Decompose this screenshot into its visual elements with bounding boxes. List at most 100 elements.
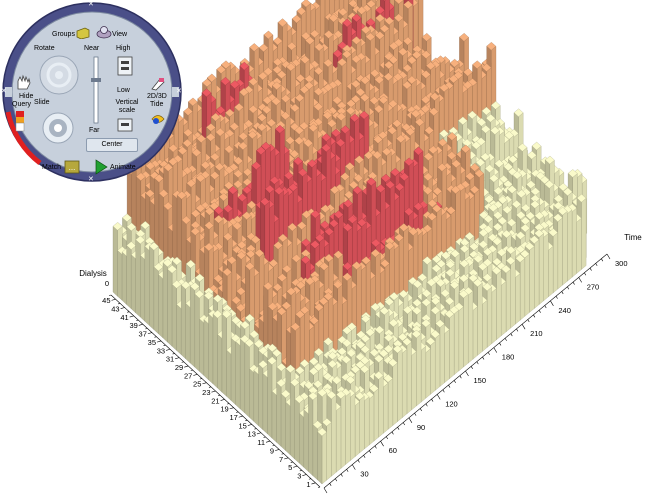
bar-side-face (121, 251, 127, 305)
bar-top-face (361, 25, 371, 35)
bar-top-face (383, 0, 387, 2)
bar-top-face (272, 36, 283, 46)
bar-side-face (144, 245, 150, 326)
bar-side-face (244, 342, 250, 418)
bar-top-face (239, 87, 249, 97)
bar-top-face (215, 127, 226, 137)
bar-top-face (271, 81, 282, 90)
bar-top-face (286, 41, 297, 51)
bar-top-face (135, 172, 146, 181)
bar-top-face (216, 65, 227, 74)
bar-top-face (153, 262, 164, 272)
bar-side-face (217, 333, 223, 393)
bar-top-face (168, 143, 179, 153)
bar-side-face (199, 318, 205, 376)
bar-top-face (262, 96, 273, 105)
bar-top-face (196, 134, 207, 143)
bar-top-face (356, 6, 367, 15)
bar-top-face (154, 174, 164, 183)
bar-top-face (258, 43, 269, 52)
bar-top-face (301, 0, 312, 8)
bar-side-face (190, 285, 195, 368)
bar-top-face (248, 77, 259, 86)
bar-top-face (191, 148, 202, 157)
bar-side-face (176, 304, 182, 355)
bar-top-face (272, 65, 283, 75)
bar-top-face (221, 60, 231, 69)
bar-top-face (314, 42, 325, 52)
bar-top-face (365, 18, 376, 27)
bar-top-face (263, 30, 274, 40)
bar-top-face (144, 236, 155, 246)
bar-side-face (230, 337, 236, 406)
bar-top-face (135, 235, 146, 245)
bar-side-face (153, 266, 159, 335)
bar-top-face (201, 88, 212, 97)
bar-top-face (202, 78, 212, 88)
bar-side-face (126, 245, 132, 310)
bar-side-face (194, 293, 200, 372)
bar-side-face (221, 313, 227, 397)
bar-top-face (296, 6, 307, 16)
bar-top-face (351, 36, 362, 45)
bar-top-face (112, 222, 123, 231)
bar-top-face (366, 0, 376, 9)
bar-top-face (323, 30, 334, 39)
bar-top-face (257, 113, 267, 122)
bar-top-face (163, 163, 174, 172)
bar-top-face (188, 97, 198, 107)
bar-top-face (149, 242, 159, 251)
bar-side-face (135, 239, 141, 318)
bar-top-face (163, 201, 174, 211)
bar-top-face (126, 222, 137, 232)
bar-top-face (304, 74, 315, 84)
bar-side-face (185, 302, 191, 364)
bar-top-face (291, 14, 302, 24)
bar-top-face (224, 108, 235, 118)
bar-top-face (206, 123, 216, 132)
bar-top-face (257, 71, 268, 81)
bar-top-face (182, 138, 193, 148)
bar-top-face (271, 97, 282, 106)
bar-side-face (171, 283, 177, 351)
bar-top-face (158, 189, 169, 198)
bar-top-face (313, 66, 324, 76)
bar-top-face (229, 122, 240, 131)
bar-top-face (295, 74, 306, 83)
bar-top-face (323, 58, 334, 68)
bar-top-face (238, 131, 249, 141)
bar-top-face (183, 107, 194, 116)
bar-top-face (342, 18, 353, 28)
bar-top-face (338, 7, 348, 17)
bar-side-face (167, 268, 173, 347)
bar-top-face (249, 43, 260, 52)
bar-top-face (280, 94, 291, 103)
bar-top-face (206, 73, 217, 83)
bar-top-face (205, 133, 216, 142)
bar-top-face (394, 0, 404, 5)
bar-field (112, 0, 588, 485)
bar-side-face (226, 349, 232, 401)
bar-top-face (239, 61, 250, 71)
bar-side-face (117, 250, 123, 301)
bar-side-face (131, 254, 136, 314)
bar-top-face (305, 36, 315, 45)
bar-top-face (220, 77, 231, 86)
bar-top-face (375, 13, 385, 23)
bar-top-face (286, 62, 296, 72)
bar-top-face (276, 70, 287, 79)
bar-top-face (309, 29, 320, 38)
bar-side-face (235, 341, 241, 410)
bar-side-face (140, 254, 145, 322)
bar-top-face (328, 13, 339, 23)
bar-top-face (126, 241, 137, 250)
bar-side-face (208, 313, 214, 385)
bar-top-face (332, 49, 343, 58)
bar-side-face (181, 284, 186, 360)
bar-top-face (183, 128, 193, 137)
bar-top-face (234, 103, 244, 112)
bar-top-face (145, 161, 156, 171)
bar-top-face (351, 13, 362, 23)
bar-side-face (112, 225, 118, 297)
